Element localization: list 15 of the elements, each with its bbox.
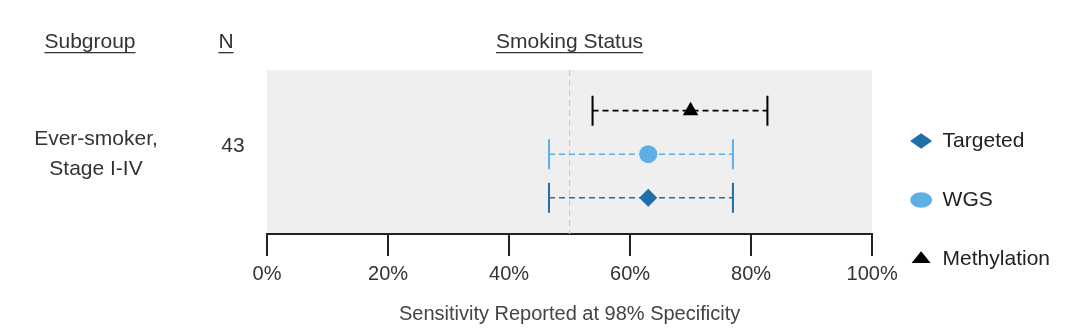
x-tick-label: 60% xyxy=(610,261,651,284)
legend-label: Methylation xyxy=(942,245,1050,269)
x-axis-title: Sensitivity Reported at 98% Specificity xyxy=(398,301,741,324)
y-tick-label: Ever-smoker, Stage I-IV xyxy=(34,125,158,179)
x-tick-label: 80% xyxy=(731,261,772,284)
text: 43 xyxy=(221,132,245,156)
legend-label: Targeted xyxy=(942,127,1025,151)
chart-title: Smoking Status xyxy=(496,29,644,52)
text: N xyxy=(218,29,234,52)
x-tick-label: 100% xyxy=(846,261,898,284)
x-tick-label: 20% xyxy=(368,261,409,284)
text: Subgroup xyxy=(44,29,136,52)
x-tick-label: 40% xyxy=(489,261,530,284)
legend-label: WGS xyxy=(942,186,993,210)
x-tick-label: 0% xyxy=(252,261,282,284)
